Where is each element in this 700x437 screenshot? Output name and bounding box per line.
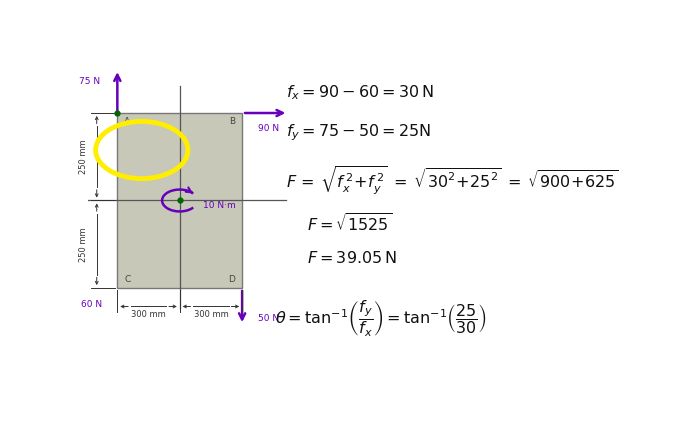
Text: $f_y = 75 - 50 = 25\mathrm{N}$: $f_y = 75 - 50 = 25\mathrm{N}$	[286, 123, 430, 143]
Text: $\theta = \tan^{-1}\!\left(\dfrac{f_y}{f_x}\right) = \tan^{-1}\!\left(\dfrac{25}: $\theta = \tan^{-1}\!\left(\dfrac{f_y}{f…	[274, 298, 486, 339]
Text: $F = \sqrt{1525}$: $F = \sqrt{1525}$	[307, 213, 392, 235]
Text: D: D	[228, 274, 235, 284]
Text: $F = 39.05\,\mathrm{N}$: $F = 39.05\,\mathrm{N}$	[307, 250, 397, 266]
Text: 250 mm: 250 mm	[79, 139, 88, 174]
Text: 250 mm: 250 mm	[79, 227, 88, 262]
Text: C: C	[125, 274, 131, 284]
Text: 75 N: 75 N	[79, 76, 100, 86]
Text: 90 N: 90 N	[258, 124, 279, 133]
Text: 300 mm: 300 mm	[131, 310, 166, 319]
Text: 300 mm: 300 mm	[193, 310, 228, 319]
Text: $F\,=\,\sqrt{f_x^{\,2}\!+\!f_y^{\,2}}\;=\;\sqrt{30^2\!+\!25^2}\;=\;\sqrt{900\!+\: $F\,=\,\sqrt{f_x^{\,2}\!+\!f_y^{\,2}}\;=…	[286, 164, 619, 197]
Text: $f_x = 90 - 60 = 30\,\mathrm{N}$: $f_x = 90 - 60 = 30\,\mathrm{N}$	[286, 83, 433, 102]
Text: 60 N: 60 N	[80, 300, 102, 309]
Text: 10 N·m: 10 N·m	[203, 201, 236, 210]
Bar	[118, 113, 242, 288]
Text: 50 N: 50 N	[258, 314, 279, 323]
Text: B: B	[229, 118, 235, 126]
Text: A: A	[125, 118, 130, 126]
